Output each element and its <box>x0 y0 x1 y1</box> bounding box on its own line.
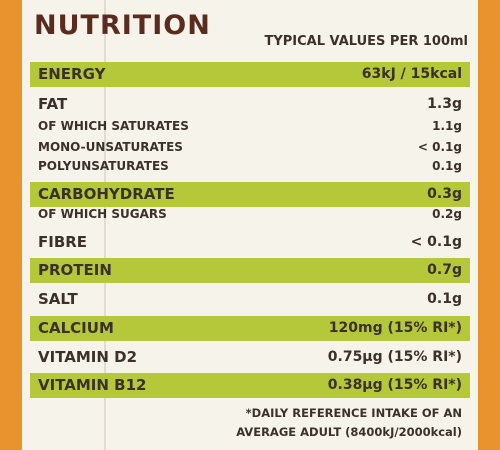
row-value: 0.75µg (15% RI*) <box>327 349 462 365</box>
row-label: VITAMIN D2 <box>38 348 138 366</box>
row-label: SALT <box>38 290 78 308</box>
highlight-band <box>30 181 470 207</box>
row-value: 0.7g <box>427 262 462 278</box>
row-value: < 0.1g <box>417 140 462 154</box>
row-label: VITAMIN B12 <box>38 376 147 394</box>
row-label: PROTEIN <box>38 261 112 279</box>
row-value: 0.1g <box>432 159 462 173</box>
row-label: CARBOHYDRATE <box>38 185 175 203</box>
fold-line <box>104 0 106 450</box>
footnote: AVERAGE ADULT (8400kJ/2000kcal) <box>236 425 462 439</box>
highlight-band <box>30 372 470 398</box>
row-value: 1.3g <box>427 96 462 112</box>
subtitle: TYPICAL VALUES PER 100ml <box>264 34 468 49</box>
row-label: FIBRE <box>38 233 88 251</box>
row-label: POLYUNSATURATES <box>38 159 169 173</box>
row-label: OF WHICH SATURATES <box>38 119 189 133</box>
highlight-band <box>30 257 470 283</box>
package-edge <box>478 0 500 450</box>
row-label: OF WHICH SUGARS <box>38 207 167 221</box>
row-value: 0.2g <box>432 207 462 221</box>
row-label: CALCIUM <box>38 319 114 337</box>
row-value: 0.1g <box>427 291 462 307</box>
footnote: *DAILY REFERENCE INTAKE OF AN <box>245 406 462 420</box>
row-value: < 0.1g <box>410 234 462 250</box>
highlight-band <box>30 315 470 341</box>
row-value: 0.38µg (15% RI*) <box>327 377 462 393</box>
highlight-band <box>30 61 470 87</box>
row-value: 63kJ / 15kcal <box>361 66 462 82</box>
row-label: FAT <box>38 95 68 113</box>
package-edge <box>0 0 22 450</box>
title: NUTRITION <box>34 10 211 41</box>
row-value: 120mg (15% RI*) <box>328 320 462 336</box>
row-value: 0.3g <box>427 186 462 202</box>
row-value: 1.1g <box>432 119 462 133</box>
row-label: ENERGY <box>38 65 106 83</box>
row-label: MONO-UNSATURATES <box>38 140 183 154</box>
